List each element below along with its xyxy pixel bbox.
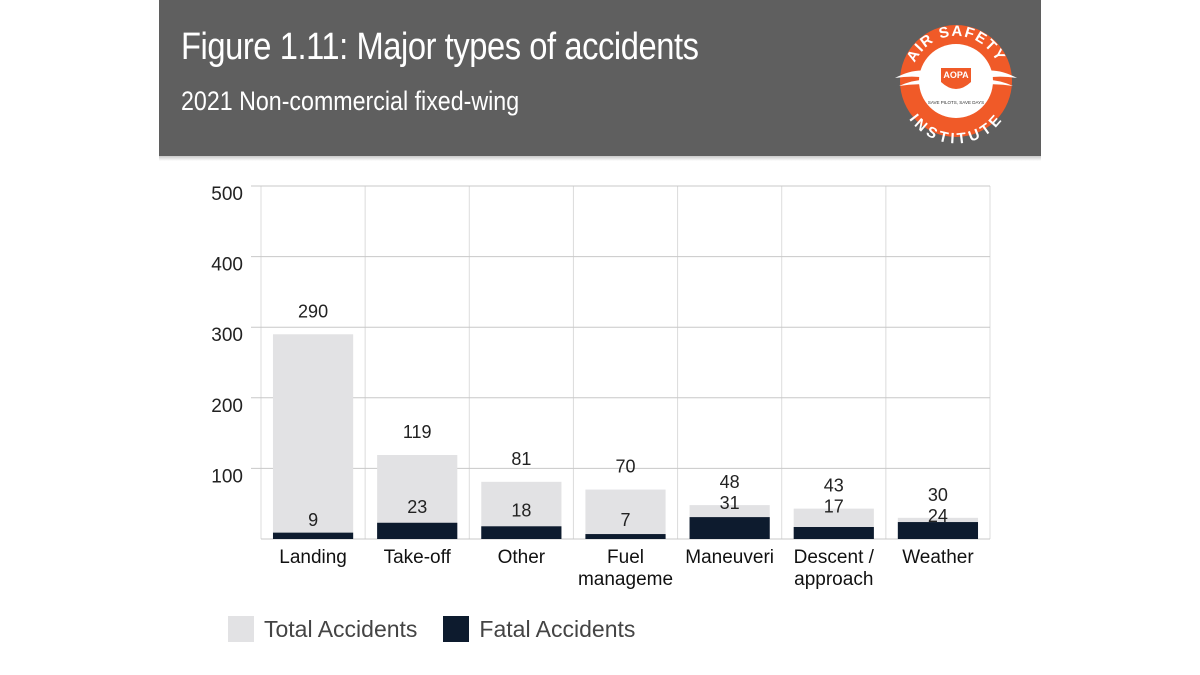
bar-fatal-accidents [377,522,458,539]
aopa-air-safety-institute-logo: AIR SAFETY INSTITUTE AOPA SAVE PILOTS, S… [895,23,1017,146]
data-label-fatal: 18 [511,500,531,520]
data-label-fatal: 7 [620,510,630,530]
figure-subtitle: 2021 Non-commercial fixed-wing [181,86,520,116]
legend-item-total: Total Accidents [228,616,417,643]
data-label-fatal: 23 [407,497,427,517]
x-category-label: Other [498,547,546,568]
x-category-label: Maneuveri [685,547,774,568]
bar-total-accidents [272,334,354,539]
bar-fatal-accidents [689,517,770,539]
chart-bars [272,334,979,539]
legend-swatch-fatal [443,616,470,642]
data-label-fatal: 9 [308,510,318,530]
shield-icon [941,68,971,89]
legend-swatch-total [228,616,254,642]
header-shadow [159,156,1041,161]
x-category-label: Landing [279,547,347,568]
x-category-label: Fuel [607,547,644,568]
bar-fatal-accidents [272,532,354,539]
y-tick-label: 300 [211,325,243,346]
bar-total-accidents [585,489,666,539]
data-label-fatal: 17 [824,497,844,517]
data-label-total: 70 [615,457,635,477]
data-label-fatal: 31 [720,493,740,513]
bar-fatal-accidents [481,526,562,539]
x-category-label: approach [794,569,873,590]
data-label-total: 30 [928,485,948,505]
legend-item-fatal: Fatal Accidents [443,616,635,643]
legend-label-total: Total Accidents [264,615,418,642]
data-label-total: 43 [824,476,844,496]
bar-fatal-accidents [793,526,874,539]
header-band: Figure 1.11: Major types of accidents 20… [159,0,1041,156]
bar-fatal-accidents [585,534,666,539]
y-tick-label: 400 [211,255,243,276]
x-category-label: manageme [578,569,673,590]
chart-legend: Total Accidents Fatal Accidents [228,612,661,646]
wings-icon [895,70,1017,87]
data-label-fatal: 24 [928,506,948,526]
y-tick-label: 500 [211,184,243,205]
data-label-total: 119 [403,422,432,442]
figure-title: Figure 1.11: Major types of accidents [181,26,699,68]
legend-label-fatal: Fatal Accidents [479,615,636,642]
chart-grid [251,185,991,540]
data-label-total: 48 [720,472,740,492]
y-tick-label: 100 [211,466,243,487]
y-tick-label: 200 [211,396,243,417]
data-label-total: 290 [298,301,328,321]
chart-labels: 100 200 300 400 500 290 9 Landing 119 23 Take-off 8… [211,184,974,590]
data-label-total: 81 [511,449,531,469]
logo-motto: SAVE PILOTS, SAVE DAYS [928,100,984,105]
x-category-label: Weather [902,547,974,568]
x-category-label: Take-off [384,547,452,568]
logo-center-text: AOPA [943,70,969,80]
bar-fatal-accidents [897,522,979,539]
x-category-label: Descent / [794,547,875,568]
